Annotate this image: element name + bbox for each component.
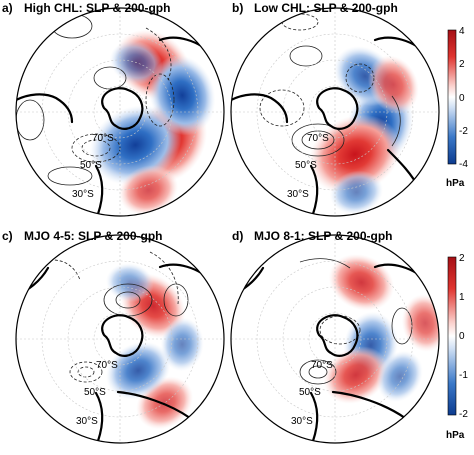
positive-anomaly-1 (308, 114, 401, 195)
panel-d-lat-30: 30°S (291, 416, 313, 427)
panel-b-grid (231, 8, 439, 216)
colorbar-top-tick: 4 (459, 26, 465, 37)
colorbar-top-tick: -4 (459, 159, 468, 170)
colorbar-top-unit: hPa (446, 178, 465, 189)
panel-c-lat-30: 30°S (76, 416, 98, 427)
panel-c-frame (15, 234, 225, 444)
panel-b-title: Low CHL: SLP & 200-gph (254, 1, 398, 15)
panel-d-lat-50: 50°S (299, 387, 321, 398)
negative-anomaly-3 (160, 317, 204, 372)
panel-b-label: b) (232, 1, 243, 15)
panel-d: d) MJO 8-1: SLP & 200-gph 70°S 50°S 30°S (230, 229, 440, 444)
colorbar-top-bar (447, 29, 457, 165)
positive-anomaly-3 (118, 165, 179, 216)
panel-b-map (231, 8, 439, 216)
panel-d-map (231, 235, 439, 443)
panel-a-frame (15, 7, 225, 217)
colorbar-top-tick: 0 (459, 93, 465, 104)
panel-d-label: d) (232, 229, 243, 243)
colorbar-bottom-tick: 1 (459, 292, 465, 303)
colorbar-top-tick: -2 (459, 126, 468, 137)
colorbar-bottom: 2 1 0 -1 -2 hPa (446, 253, 468, 441)
panel-b-lat-50: 50°S (295, 160, 317, 171)
positive-anomaly-2 (328, 254, 395, 311)
panel-c-grid (16, 235, 224, 443)
panel-c-lat-50: 50°S (84, 387, 106, 398)
panel-c: c) MJO 4-5: SLP & 200-gph 70°S 50°S 30°S (2, 229, 225, 444)
positive-anomaly-3 (367, 55, 419, 115)
panel-d-frame (230, 234, 440, 444)
panel-a-map (16, 8, 224, 216)
panel-b-lat-30: 30°S (287, 189, 309, 200)
colorbar-bottom-tick: 2 (459, 253, 465, 264)
negative-anomaly-2 (89, 105, 182, 185)
panel-b-frame (230, 7, 440, 217)
colorbar-bottom-bar (447, 256, 457, 416)
colorbar-bottom-tick: -1 (459, 370, 468, 381)
panel-d-grid (231, 235, 439, 443)
panel-c-map (16, 235, 224, 443)
negative-anomaly-4 (105, 263, 154, 303)
panel-d-title: MJO 8-1: SLP & 200-gph (254, 229, 392, 243)
panel-c-lat-70: 70°S (96, 360, 118, 371)
negative-anomaly-4 (376, 350, 423, 403)
negative-anomaly-4 (329, 170, 384, 215)
panel-b-lat-70: 70°S (307, 133, 329, 144)
panel-a-title: High CHL: SLP & 200-gph (24, 1, 170, 15)
panel-b: b) Low CHL: SLP & 200-gph 70°S 50°S 30°S (230, 1, 440, 217)
panel-a-lat-30: 30°S (72, 189, 94, 200)
panel-c-title: MJO 4-5: SLP & 200-gph (24, 229, 162, 243)
panel-c-label: c) (2, 229, 13, 243)
colorbar-top: 4 2 0 -2 -4 hPa (446, 26, 468, 189)
panel-c-contours (39, 251, 189, 383)
negative-anomaly-4 (149, 55, 216, 136)
panel-a-lat-70: 70°S (92, 133, 114, 144)
panel-d-coastlines (231, 263, 431, 443)
positive-anomaly-1 (323, 346, 389, 404)
panel-a-anomalies (89, 29, 216, 216)
colorbar-top-tick: 2 (459, 59, 465, 70)
panel-a-grid (16, 8, 224, 216)
panel-a-lat-50: 50°S (80, 160, 102, 171)
panel-a: a) High CHL: SLP & 200-gph 70°S 50°S 30°… (2, 1, 225, 217)
colorbar-bottom-tick: 0 (459, 331, 465, 342)
panel-c-coastlines (16, 263, 216, 443)
panel-d-lat-70: 70°S (311, 360, 333, 371)
panel-a-label: a) (2, 1, 13, 15)
panel-d-anomalies (323, 254, 439, 404)
colorbar-bottom-unit: hPa (446, 430, 465, 441)
colorbar-bottom-tick: -2 (459, 409, 468, 420)
